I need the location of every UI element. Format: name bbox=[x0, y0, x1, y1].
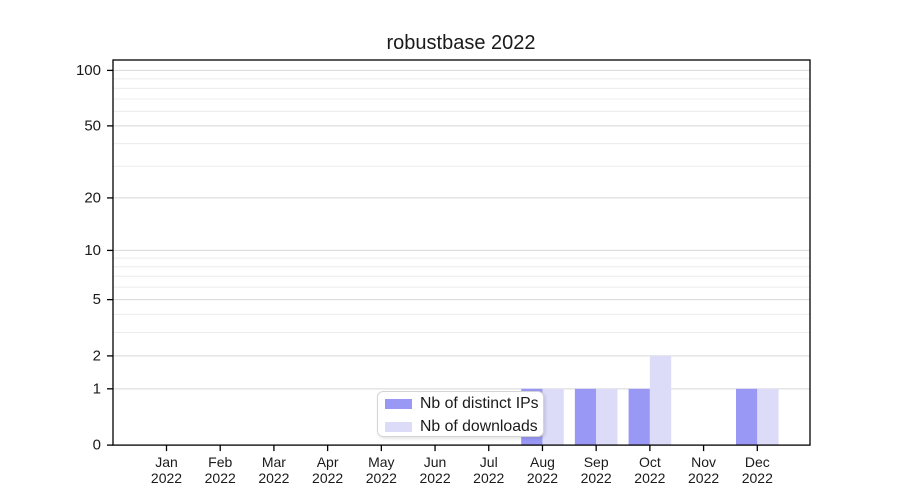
svg-text:May: May bbox=[368, 454, 394, 470]
svg-text:2022: 2022 bbox=[205, 470, 236, 486]
svg-text:20: 20 bbox=[84, 189, 101, 206]
svg-text:2022: 2022 bbox=[527, 470, 558, 486]
svg-text:Feb: Feb bbox=[208, 454, 232, 470]
svg-text:2022: 2022 bbox=[258, 470, 289, 486]
svg-text:2022: 2022 bbox=[151, 470, 182, 486]
svg-text:2022: 2022 bbox=[366, 470, 397, 486]
svg-text:Mar: Mar bbox=[262, 454, 286, 470]
svg-text:Nov: Nov bbox=[691, 454, 716, 470]
svg-text:Jul: Jul bbox=[480, 454, 498, 470]
svg-text:2: 2 bbox=[93, 347, 101, 364]
svg-text:1: 1 bbox=[93, 380, 101, 397]
svg-text:2022: 2022 bbox=[473, 470, 504, 486]
svg-text:50: 50 bbox=[84, 117, 101, 134]
svg-text:Apr: Apr bbox=[317, 454, 339, 470]
svg-text:Sep: Sep bbox=[584, 454, 609, 470]
svg-text:Oct: Oct bbox=[639, 454, 661, 470]
svg-text:2022: 2022 bbox=[312, 470, 343, 486]
svg-text:5: 5 bbox=[93, 291, 101, 308]
svg-text:2022: 2022 bbox=[688, 470, 719, 486]
svg-text:100: 100 bbox=[76, 62, 101, 79]
svg-text:Jun: Jun bbox=[424, 454, 447, 470]
svg-text:0: 0 bbox=[93, 437, 101, 454]
svg-text:2022: 2022 bbox=[581, 470, 612, 486]
svg-text:Jan: Jan bbox=[155, 454, 178, 470]
svg-text:robustbase 2022: robustbase 2022 bbox=[386, 32, 535, 54]
svg-text:Dec: Dec bbox=[745, 454, 770, 470]
svg-text:2022: 2022 bbox=[419, 470, 450, 486]
svg-text:Aug: Aug bbox=[530, 454, 555, 470]
svg-text:2022: 2022 bbox=[742, 470, 773, 486]
svg-text:2022: 2022 bbox=[634, 470, 665, 486]
svg-text:10: 10 bbox=[84, 242, 101, 259]
